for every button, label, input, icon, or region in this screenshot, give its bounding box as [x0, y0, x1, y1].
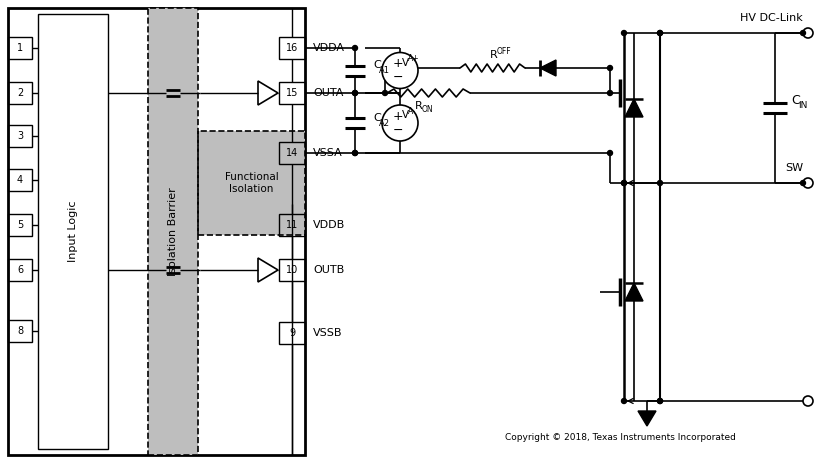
Text: Functional
Isolation: Functional Isolation [224, 172, 278, 194]
Text: 1: 1 [17, 43, 23, 53]
Circle shape [621, 181, 626, 186]
Circle shape [800, 181, 805, 186]
Text: A-: A- [408, 106, 416, 115]
Text: VSSB: VSSB [313, 328, 342, 338]
Circle shape [803, 178, 813, 188]
Text: +: + [393, 57, 403, 70]
Circle shape [607, 90, 612, 95]
Text: VDDB: VDDB [313, 220, 345, 230]
Text: 11: 11 [286, 220, 298, 230]
Circle shape [607, 150, 612, 156]
Text: 15: 15 [285, 88, 298, 98]
Bar [279, 82, 305, 104]
Text: C: C [791, 94, 799, 106]
Text: 10: 10 [286, 265, 298, 275]
Circle shape [383, 90, 388, 95]
Text: 9: 9 [289, 328, 295, 338]
Circle shape [658, 399, 662, 403]
Text: 16: 16 [286, 43, 298, 53]
Bar [8, 214, 32, 236]
Text: VDDA: VDDA [313, 43, 345, 53]
Bar [8, 169, 32, 191]
Text: 2: 2 [16, 88, 23, 98]
Text: R: R [415, 101, 422, 111]
Bar [8, 320, 32, 342]
Circle shape [382, 52, 418, 88]
Bar [8, 125, 32, 147]
Text: Input Logic: Input Logic [68, 201, 78, 262]
Text: A+: A+ [408, 54, 420, 63]
Bar [279, 142, 305, 164]
Text: R: R [490, 50, 497, 60]
Text: A2: A2 [379, 119, 390, 127]
Text: Isolation Barrier: Isolation Barrier [168, 187, 178, 276]
Text: ON: ON [422, 106, 434, 114]
Circle shape [621, 181, 626, 186]
Text: 5: 5 [16, 220, 23, 230]
Circle shape [352, 45, 357, 50]
Text: −: − [393, 71, 403, 84]
Circle shape [621, 399, 626, 403]
Polygon shape [625, 283, 643, 301]
Polygon shape [540, 60, 556, 76]
Bar [8, 8, 305, 455]
Text: 14: 14 [286, 148, 298, 158]
Bar [279, 259, 305, 281]
Polygon shape [638, 411, 656, 426]
Bar [279, 322, 305, 344]
Bar [279, 214, 305, 236]
Circle shape [352, 90, 357, 95]
Text: C: C [373, 113, 381, 123]
Text: 6: 6 [17, 265, 23, 275]
Circle shape [607, 65, 612, 70]
Text: V: V [402, 110, 409, 120]
Circle shape [352, 90, 357, 95]
Circle shape [658, 31, 662, 36]
Text: HV DC-Link: HV DC-Link [740, 13, 803, 23]
Text: Copyright © 2018, Texas Instruments Incorporated: Copyright © 2018, Texas Instruments Inco… [505, 433, 735, 443]
Text: OUTA: OUTA [313, 88, 343, 98]
Polygon shape [625, 99, 643, 117]
Bar [279, 37, 305, 59]
Text: +: + [393, 110, 403, 123]
Bar [198, 131, 305, 235]
Text: C: C [373, 61, 381, 70]
Circle shape [800, 31, 805, 36]
Bar [148, 8, 198, 455]
Bar [8, 259, 32, 281]
Bar [148, 8, 198, 455]
Text: 8: 8 [17, 326, 23, 336]
Circle shape [658, 31, 662, 36]
Text: 3: 3 [17, 131, 23, 141]
Text: VSSA: VSSA [313, 148, 342, 158]
Circle shape [382, 105, 418, 141]
Text: OUTB: OUTB [313, 265, 344, 275]
Text: A1: A1 [379, 66, 390, 75]
Text: V: V [402, 57, 409, 68]
Text: −: − [393, 124, 403, 137]
Text: SW: SW [785, 163, 803, 173]
Text: OFF: OFF [497, 46, 512, 56]
Bar [198, 131, 305, 235]
Text: IN: IN [798, 100, 808, 110]
Bar [38, 14, 108, 449]
Circle shape [658, 181, 662, 186]
Circle shape [621, 31, 626, 36]
Circle shape [803, 396, 813, 406]
Circle shape [352, 150, 357, 156]
Bar [8, 37, 32, 59]
Text: 4: 4 [17, 175, 23, 185]
Circle shape [658, 399, 662, 403]
Bar [8, 82, 32, 104]
Circle shape [352, 150, 357, 156]
Circle shape [803, 28, 813, 38]
